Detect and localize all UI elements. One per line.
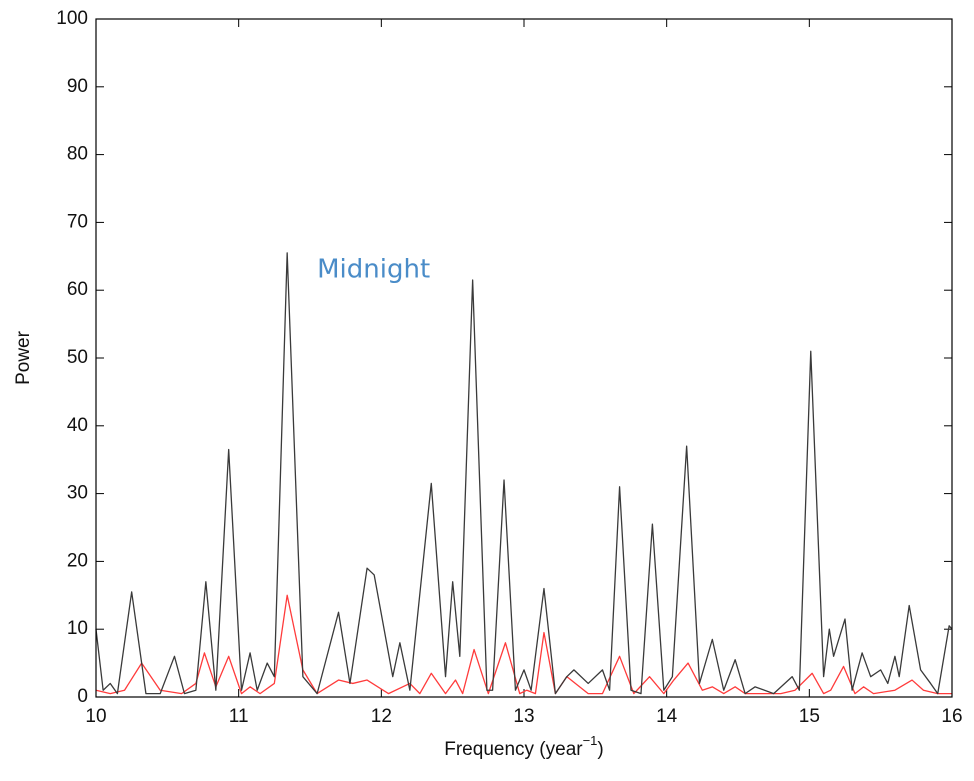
- data-line: [95, 594, 952, 695]
- annotation: Midnight: [317, 254, 430, 284]
- y-tick-label: 20: [67, 550, 88, 571]
- x-tick-label: 12: [371, 706, 392, 727]
- y-tick-label: 60: [67, 279, 88, 300]
- x-axis-label-end: ): [597, 739, 603, 760]
- y-tick-label: 30: [67, 483, 88, 504]
- y-tick-label: 80: [67, 144, 88, 165]
- x-tick-label: 13: [513, 706, 534, 727]
- y-tick-label: 50: [67, 347, 88, 368]
- x-tick-label: 16: [941, 706, 962, 727]
- x-tick-label: 15: [799, 706, 820, 727]
- data-line: [95, 252, 953, 695]
- y-tick-label: 10: [67, 618, 88, 639]
- plot-frame: [95, 18, 953, 698]
- x-axis-label: Frequency (year−1): [444, 733, 604, 760]
- y-axis-label: Power: [13, 330, 34, 385]
- y-tick-label: 70: [67, 211, 88, 232]
- y-tick-label: 100: [56, 8, 88, 29]
- y-tick-label: 40: [67, 415, 88, 436]
- x-axis-label-text: Frequency (year: [444, 739, 583, 760]
- y-tick-label: 0: [77, 686, 88, 707]
- x-tick-label: 14: [656, 706, 678, 727]
- x-tick-label: 10: [85, 706, 106, 727]
- x-axis-label-sup: −1: [583, 733, 598, 748]
- y-tick-label: 90: [67, 76, 88, 97]
- x-tick-label: 11: [229, 706, 249, 727]
